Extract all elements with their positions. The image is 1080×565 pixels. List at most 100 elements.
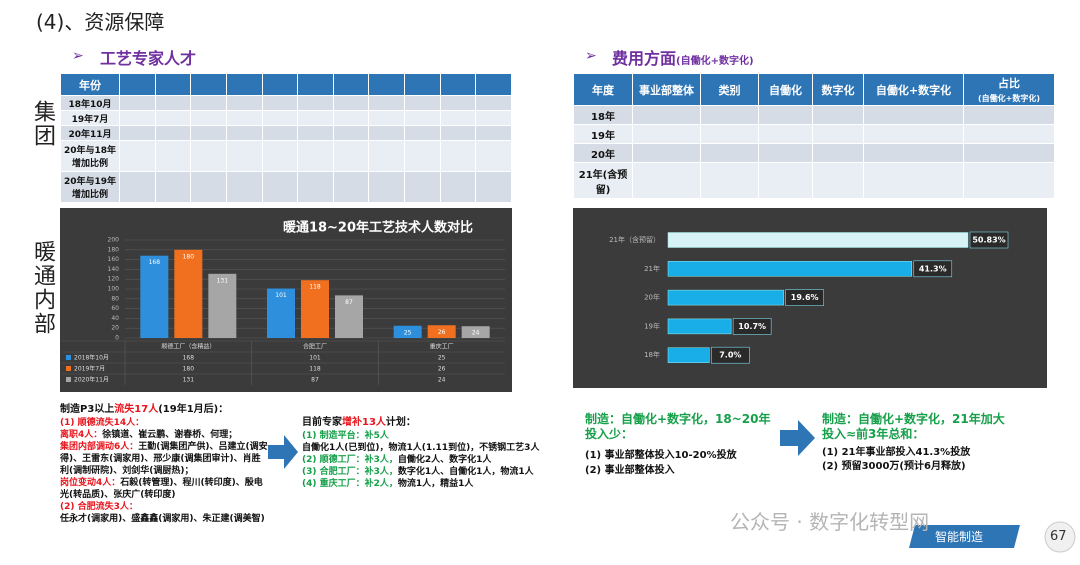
label-box bbox=[711, 346, 750, 364]
table-cell bbox=[297, 95, 334, 111]
table-cell bbox=[225, 125, 263, 141]
table-cell bbox=[758, 105, 813, 125]
table-cell bbox=[404, 125, 441, 141]
table-cell bbox=[332, 95, 370, 111]
table-value: 118 bbox=[309, 366, 321, 373]
bar bbox=[267, 288, 295, 338]
table-cell bbox=[190, 95, 227, 111]
header-text: 占比 bbox=[998, 77, 1020, 90]
line-text: 任永才(调家用)、盛鑫鑫(调家用)、朱正建(调美智) bbox=[60, 514, 265, 524]
bar-label: 24 bbox=[472, 330, 480, 337]
table-cell bbox=[632, 124, 701, 144]
list-line: (2) 事业部整体投入 bbox=[585, 465, 675, 476]
table-cell bbox=[332, 171, 370, 203]
y-tick-label: 200 bbox=[108, 237, 120, 244]
table-cell bbox=[632, 105, 701, 125]
table-cell bbox=[297, 125, 334, 141]
row-label: 21年(含预留) bbox=[573, 162, 633, 199]
header-text: 数字化 bbox=[821, 83, 855, 97]
row-label: 18年 bbox=[573, 105, 633, 125]
header-cell bbox=[404, 73, 441, 96]
after-list: (1) 21年事业部投入41.3%投放 (2) 预留3000万(预计6月释放) bbox=[822, 446, 1032, 474]
bar-label: 101 bbox=[275, 292, 287, 299]
slide-title: (4)、资源保障 bbox=[36, 10, 165, 34]
line-label: 离职4人： bbox=[60, 430, 103, 440]
badge: 智能制造 bbox=[935, 530, 984, 544]
table-cell bbox=[190, 171, 227, 203]
bar-label: 50.83% bbox=[972, 236, 1005, 245]
after-title: 制造：自働化+数字化，21年加大投入≈前3年总和： bbox=[822, 412, 1012, 442]
table-cell bbox=[332, 125, 370, 141]
header-cell bbox=[439, 73, 477, 96]
y-tick-label: 100 bbox=[108, 286, 120, 293]
header-text: 自働化 bbox=[769, 83, 802, 97]
header-text: 事业部整体 bbox=[639, 83, 694, 97]
table-cell bbox=[758, 143, 813, 163]
arrow bbox=[780, 420, 815, 456]
y-tick-label: 0 bbox=[115, 335, 119, 342]
table-cell bbox=[812, 143, 864, 163]
bar bbox=[335, 295, 363, 338]
table-cell bbox=[154, 140, 192, 172]
bar bbox=[461, 326, 490, 338]
y-tick-label: 21年（含预留） bbox=[609, 235, 660, 244]
x-tick-label: 合肥工厂 bbox=[303, 343, 327, 351]
header-text: 年度 bbox=[592, 83, 614, 97]
header-text: 类别 bbox=[718, 83, 741, 97]
y-tick-label: 180 bbox=[108, 246, 120, 253]
title-part: 增补13人 bbox=[342, 417, 386, 428]
row-label: 20年11月 bbox=[60, 125, 120, 141]
row-label: 20年与19年增加比例 bbox=[60, 171, 120, 203]
table-cell bbox=[812, 105, 864, 125]
y-tick-label: 120 bbox=[108, 276, 120, 283]
bullet: ➢ bbox=[72, 48, 84, 64]
bar bbox=[667, 232, 969, 248]
label-box bbox=[969, 231, 1009, 249]
header-cell: 自働化 bbox=[758, 73, 813, 106]
table-cell bbox=[119, 110, 156, 126]
table-cell bbox=[119, 171, 156, 203]
row-label: 20年与18年增加比例 bbox=[60, 140, 120, 172]
table-row: 18年10月 bbox=[60, 95, 512, 111]
line-text: 数字化1人、自働化1人，物流1人 bbox=[397, 467, 534, 477]
list-line: (1) 事业部整体投入10-20%投放 bbox=[585, 450, 737, 461]
table-cell bbox=[119, 140, 156, 172]
table-cell bbox=[963, 105, 1055, 125]
line-label: (1) 顺德流失14人： bbox=[60, 418, 145, 428]
header-cell: 占比 (自働化+数字化) bbox=[963, 73, 1055, 106]
table-cell bbox=[963, 124, 1055, 144]
label-box bbox=[913, 260, 953, 278]
bar bbox=[174, 249, 203, 338]
table-row: 20年与19年增加比例 bbox=[60, 171, 512, 203]
table-cell bbox=[439, 95, 477, 111]
table-cell bbox=[863, 124, 964, 144]
plan-text: 目前专家增补13人计划： (1) 制造平台：补5人 自働化1人(已到位)，物流1人(… bbox=[302, 416, 552, 490]
y-tick-label: 18年 bbox=[644, 350, 660, 359]
header-cell bbox=[297, 73, 334, 96]
bar-label: 131 bbox=[217, 277, 229, 284]
table-cell bbox=[700, 124, 759, 144]
chart-title: 暖通18~20年工艺技术人数对比 bbox=[283, 220, 473, 236]
list-line: (2) 预留3000万(预计6月释放) bbox=[822, 461, 966, 472]
table-cell bbox=[758, 124, 813, 144]
table-cell bbox=[261, 110, 299, 126]
table-cell bbox=[261, 140, 299, 172]
line: (1) 制造平台：补5人 bbox=[302, 430, 552, 442]
header-cell: 事业部整体 bbox=[632, 73, 701, 106]
table-cell bbox=[154, 110, 192, 126]
bar-label: 41.3% bbox=[919, 264, 947, 273]
table-cell bbox=[475, 95, 512, 111]
table-cell bbox=[632, 143, 701, 163]
table-cell bbox=[404, 95, 441, 111]
row-label: 19年 bbox=[573, 124, 633, 144]
table-cell bbox=[439, 171, 477, 203]
line-text: 徐镇道、崔云鹏、谢春桥、何理； bbox=[102, 430, 238, 440]
table-cell bbox=[368, 125, 405, 141]
line-label: 岗位变动4人： bbox=[60, 478, 121, 488]
heading-text: 费用方面 bbox=[612, 49, 677, 68]
table-cell bbox=[963, 143, 1055, 163]
table-cell bbox=[758, 162, 813, 199]
line-label: (1) 制造平台：补5人 bbox=[302, 431, 389, 441]
y-tick-label: 80 bbox=[111, 295, 119, 302]
block-title: 目前专家增补13人计划： bbox=[302, 416, 552, 430]
